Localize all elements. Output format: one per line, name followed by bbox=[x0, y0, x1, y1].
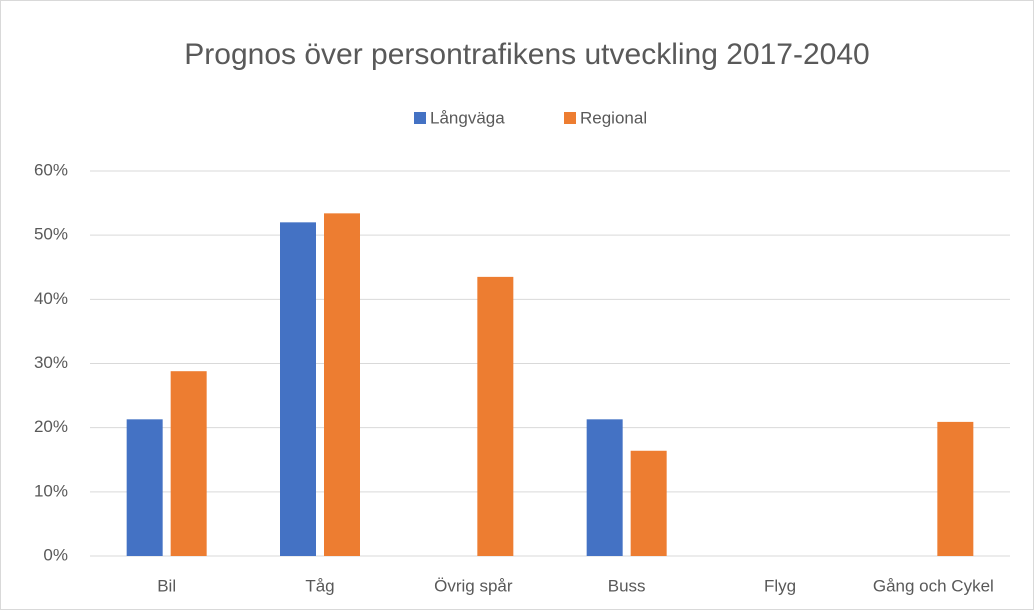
x-tick-label: Tåg bbox=[305, 576, 334, 595]
bar bbox=[324, 213, 360, 556]
legend-swatch bbox=[564, 112, 576, 124]
y-tick-label: 40% bbox=[34, 289, 68, 308]
y-tick-label: 0% bbox=[43, 545, 68, 564]
bar bbox=[477, 276, 514, 556]
bar bbox=[630, 450, 667, 556]
legend-label: Långväga bbox=[430, 108, 505, 127]
legend-label: Regional bbox=[580, 108, 647, 127]
x-tick-label: Bil bbox=[157, 576, 176, 595]
x-tick-label: Flyg bbox=[764, 576, 796, 595]
y-tick-label: 60% bbox=[34, 160, 68, 179]
x-tick-label: Buss bbox=[608, 576, 646, 595]
bar bbox=[126, 419, 163, 556]
bar bbox=[937, 421, 974, 556]
y-tick-label: 50% bbox=[34, 225, 68, 244]
x-tick-label: Gång och Cykel bbox=[873, 576, 994, 595]
chart-title: Prognos över persontrafikens utveckling … bbox=[184, 38, 869, 71]
y-tick-label: 30% bbox=[34, 353, 68, 372]
legend-swatch bbox=[414, 112, 426, 124]
bar bbox=[280, 222, 316, 557]
bar bbox=[170, 371, 207, 556]
x-tick-label: Övrig spår bbox=[434, 576, 513, 595]
bar bbox=[586, 419, 623, 556]
y-tick-label: 20% bbox=[34, 417, 68, 436]
y-tick-label: 10% bbox=[34, 481, 68, 500]
